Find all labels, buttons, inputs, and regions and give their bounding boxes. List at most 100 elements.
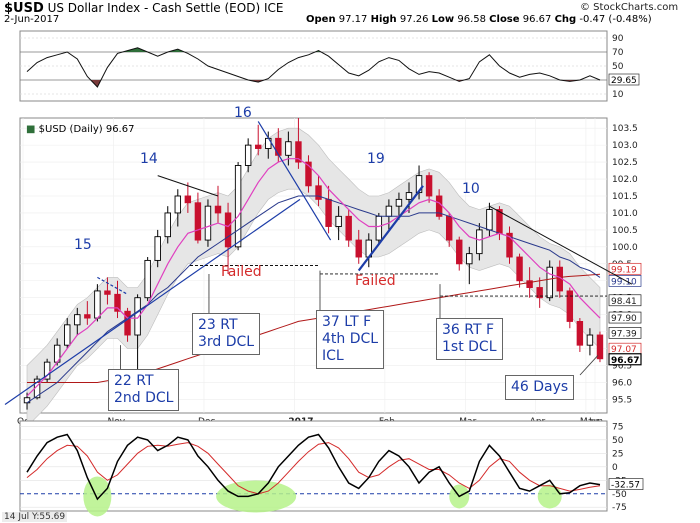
cycle-number-14: 14 xyxy=(140,151,158,167)
price-tick: 96.5 xyxy=(612,362,632,372)
price-legend: ■ $USD (Daily) 96.67 xyxy=(26,124,134,135)
candle-body xyxy=(184,195,192,204)
candle-body xyxy=(596,334,604,360)
change-label: Chg xyxy=(554,14,577,25)
close-label: Close xyxy=(489,14,520,25)
osc-current-value: -32.57 xyxy=(611,481,640,491)
candle-body xyxy=(43,361,51,380)
rsi-line xyxy=(26,47,601,88)
candle-body xyxy=(425,175,433,197)
candle-body xyxy=(84,314,91,319)
osc-value-box xyxy=(608,478,644,490)
candle-body xyxy=(476,229,483,255)
price-tick: 103.5 xyxy=(612,124,638,134)
price-label: 99.10 xyxy=(611,277,637,287)
osc-tick: 50 xyxy=(612,436,624,446)
candle-body xyxy=(174,195,182,214)
candle-body xyxy=(385,205,393,217)
price-tick: 96.0 xyxy=(612,378,632,388)
uptrend-line xyxy=(4,198,301,406)
candle-body xyxy=(224,212,232,248)
candle-body xyxy=(546,266,553,299)
low-label: Low xyxy=(431,14,455,25)
close-value: 96.67 xyxy=(522,14,552,25)
price-label: 98.41 xyxy=(611,297,637,307)
dashed-line-15 xyxy=(97,276,128,295)
price-label-box xyxy=(608,353,642,366)
osc-tick: 0 xyxy=(612,463,618,473)
fast-moving-average xyxy=(26,158,601,397)
cycle-number-16: 16 xyxy=(234,105,252,121)
price-tick: 102.0 xyxy=(612,175,638,185)
oscillator-panel: -75-50-250255075-32.57 xyxy=(19,420,644,517)
high-label: High xyxy=(370,14,397,25)
candle-body xyxy=(104,290,111,295)
candle-body xyxy=(194,202,202,241)
candle-body xyxy=(265,137,272,149)
trend-line-16 xyxy=(257,121,332,241)
candle-body xyxy=(456,239,463,265)
candle-body xyxy=(244,144,252,166)
rising-line-19 xyxy=(357,185,424,272)
stockcharts-credit: © StockCharts.com xyxy=(580,2,679,13)
price-tick: 102.5 xyxy=(612,158,638,168)
ohlc-readout: Open 97.17 High 97.26 Low 96.58 Close 96… xyxy=(306,14,652,25)
candle-body xyxy=(74,314,81,326)
price-label: 97.39 xyxy=(611,329,637,339)
failed-label-2: Failed xyxy=(355,273,396,289)
ticker-symbol: $USD xyxy=(4,1,44,16)
candle-body xyxy=(275,137,282,156)
legend-dot-icon: ■ xyxy=(26,124,36,135)
candle-body xyxy=(154,236,161,261)
osc-tick: 75 xyxy=(612,422,623,432)
price-tick: 100.0 xyxy=(612,243,638,253)
candle-body xyxy=(335,215,342,227)
rsi-tick-50: 50 xyxy=(612,62,624,72)
chart-symbol-line: $USD US Dollar Index - Cash Settle (EOD)… xyxy=(4,1,283,16)
cycle-low-highlight xyxy=(216,480,297,513)
cycle-number-10: 10 xyxy=(462,181,480,197)
candle-body xyxy=(204,205,212,241)
callout-23-rt: 23 RT 3rd DCL xyxy=(192,313,261,355)
candle-body xyxy=(134,297,141,336)
oscillator-footnote: 14 Jul Y:55.69 xyxy=(2,512,68,522)
rsi-tick-90: 90 xyxy=(612,34,624,44)
cycle-low-highlight xyxy=(83,476,112,517)
candle-body xyxy=(255,144,262,149)
candle-body xyxy=(586,334,594,346)
candle-body xyxy=(566,290,574,322)
price-label-box xyxy=(608,294,642,307)
price-tick: 95.5 xyxy=(612,395,632,405)
exchange-name: ICE xyxy=(263,1,284,15)
candle-body xyxy=(94,290,101,319)
osc-tick: -75 xyxy=(612,503,627,513)
price-label: 99.19 xyxy=(611,265,637,275)
candle-body xyxy=(445,215,453,241)
low-value: 96.58 xyxy=(457,14,486,25)
open-label: Open xyxy=(306,14,336,25)
price-label-box xyxy=(608,311,642,324)
rsi-current-value: 29.65 xyxy=(611,76,637,86)
price-tick: 103.0 xyxy=(612,141,638,151)
candle-body xyxy=(536,287,543,299)
change-value: -0.47 (-0.48%) xyxy=(579,14,652,25)
candle-body xyxy=(234,165,242,248)
price-label: 97.90 xyxy=(611,314,637,324)
candle-body xyxy=(355,239,362,258)
price-tick: 101.5 xyxy=(612,192,638,202)
rsi-tick-10: 10 xyxy=(612,90,624,100)
candle-body xyxy=(486,209,493,231)
candle-body xyxy=(64,324,71,346)
rsi-value-box xyxy=(608,73,640,86)
candle-body xyxy=(576,320,584,346)
rsi-panel: 103050709029.65 xyxy=(19,30,640,102)
price-label: 96.67 xyxy=(611,356,639,366)
declining-line-10 xyxy=(489,205,633,285)
high-value: 97.26 xyxy=(399,14,429,25)
osc-tick: -50 xyxy=(612,490,627,500)
open-value: 97.17 xyxy=(338,14,368,25)
instrument-name: US Dollar Index - Cash Settle (EOD) xyxy=(47,1,261,15)
candle-body xyxy=(214,205,222,214)
cycle-low-highlight xyxy=(537,484,562,509)
